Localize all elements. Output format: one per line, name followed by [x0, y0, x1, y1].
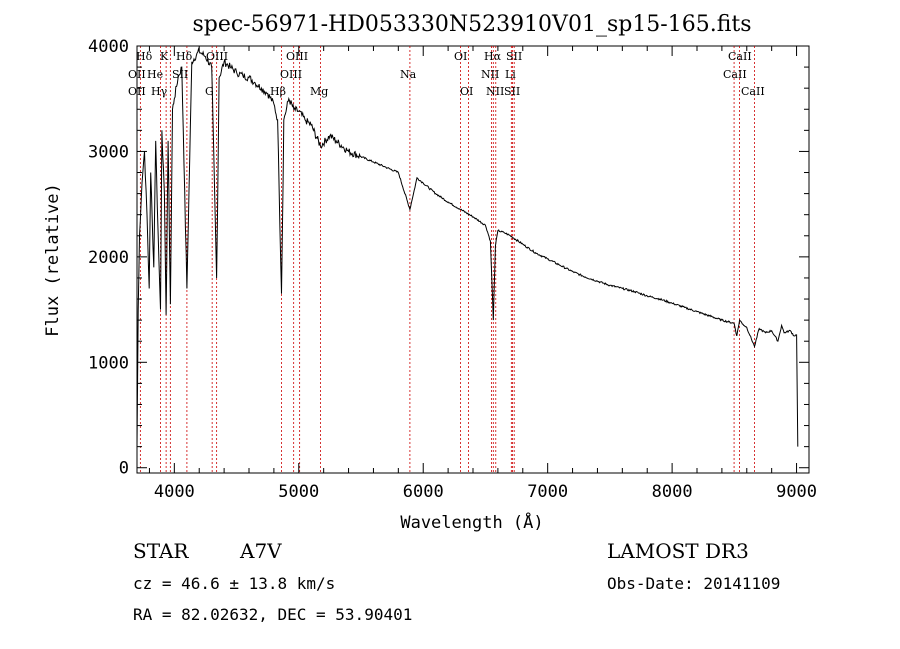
y-axis-label: Flux (relative) [43, 183, 63, 337]
y-tick-label: 1000 [88, 353, 129, 373]
plot-frame [136, 45, 810, 474]
y-tick-label: 2000 [88, 248, 129, 268]
x-tick-label: 5000 [278, 482, 319, 502]
label-oii-mid: OII [128, 68, 146, 81]
line-labels: Hδ K Hδ OIII OIII OI Hα SII CaII OII He … [128, 50, 765, 98]
label-oiii-top-b: OIII [286, 50, 308, 63]
x-tick-label: 8000 [652, 482, 693, 502]
axis-ticks: 4000 5000 6000 7000 8000 9000 0 1000 2000 3000 400… [88, 37, 817, 502]
y-tick-label: 0 [119, 459, 129, 479]
x-tick-label: 7000 [527, 482, 568, 502]
label-he: He [147, 68, 163, 81]
label-nii-mid: NII [481, 68, 499, 81]
object-class: STAR [133, 539, 189, 563]
label-hgamma: Hγ [151, 85, 168, 98]
label-sii-bottom: SII [504, 85, 520, 98]
label-sii-top: SII [506, 50, 522, 63]
label-halpha: Hα [484, 50, 502, 63]
obs-date: Obs-Date: 20141109 [607, 574, 780, 593]
label-hbeta: Hβ [270, 85, 286, 98]
label-caii-top: CaII [728, 50, 752, 63]
label-caii-bottom: CaII [741, 85, 765, 98]
y-tick-label: 3000 [88, 142, 129, 162]
label-na: Na [400, 68, 417, 81]
spectral-line-markers [139, 46, 755, 473]
label-nii-bottom: NII [486, 85, 504, 98]
label-caii-mid: CaII [723, 68, 747, 81]
label-g: G [205, 85, 214, 98]
label-hdelta-top: Hδ [136, 50, 153, 63]
label-oii-bottom: OII [128, 85, 146, 98]
label-oi-bottom: OI [460, 85, 473, 98]
y-tick-label: 4000 [88, 37, 129, 57]
label-oiii-mid: OIII [280, 68, 302, 81]
x-tick-label: 6000 [403, 482, 444, 502]
survey-name: LAMOST DR3 [607, 539, 749, 563]
chart-title: spec-56971-HD053330N523910V01_sp15-165.f… [192, 12, 751, 37]
spectrum-series-line [136, 47, 799, 447]
ra-dec: RA = 82.02632, DEC = 53.90401 [133, 605, 412, 624]
label-oi-top: OI [454, 50, 467, 63]
label-mg: Mg [310, 85, 328, 98]
label-h: Hδ [176, 50, 193, 63]
label-sii-mid: SII [172, 68, 188, 81]
x-tick-label: 4000 [154, 482, 195, 502]
label-oiii-top-a: OIII [206, 50, 228, 63]
label-li: Li [505, 68, 516, 81]
redshift-text: cz = 46.6 ± 13.8 km/s [133, 574, 335, 593]
object-subclass: A7V [239, 539, 282, 563]
x-axis-label: Wavelength (Å) [400, 511, 543, 533]
x-tick-label: 9000 [776, 482, 817, 502]
label-k: K [160, 50, 169, 63]
